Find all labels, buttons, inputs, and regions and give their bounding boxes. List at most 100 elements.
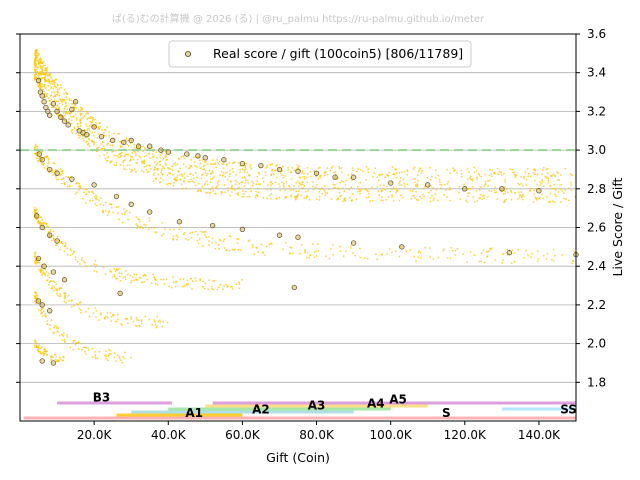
background-point <box>112 211 114 214</box>
background-point <box>299 252 301 255</box>
background-point <box>471 186 474 188</box>
background-point <box>235 173 237 176</box>
background-point <box>194 164 197 167</box>
background-point <box>34 251 36 254</box>
background-point <box>65 91 67 94</box>
background-point <box>62 110 65 112</box>
background-point <box>82 135 84 138</box>
background-point <box>489 168 491 171</box>
real-score-point <box>35 255 42 262</box>
background-point <box>379 184 382 187</box>
background-point <box>50 86 53 88</box>
background-point <box>264 254 266 256</box>
background-point <box>96 357 99 360</box>
background-point <box>275 176 278 179</box>
background-point <box>386 253 389 255</box>
background-point <box>212 163 215 166</box>
background-point <box>415 198 418 201</box>
background-point <box>281 174 283 177</box>
background-point <box>319 188 321 191</box>
background-point <box>185 187 187 190</box>
background-point <box>173 178 176 181</box>
background-point <box>45 271 48 273</box>
background-point <box>277 183 280 185</box>
background-point <box>40 86 43 88</box>
background-point <box>50 239 53 242</box>
real-score-point <box>50 101 57 107</box>
background-point <box>34 59 37 61</box>
background-point <box>112 150 115 153</box>
background-point <box>496 198 499 201</box>
background-point <box>95 123 98 125</box>
background-point <box>212 190 215 192</box>
background-point <box>46 95 48 98</box>
background-point <box>510 262 513 264</box>
background-point <box>211 237 214 240</box>
background-point <box>344 250 347 253</box>
background-point <box>81 348 83 351</box>
background-point <box>143 155 146 158</box>
background-point <box>309 254 312 257</box>
real-score-point <box>39 157 45 163</box>
background-point <box>85 188 88 191</box>
background-point <box>235 183 237 186</box>
background-point <box>557 172 559 175</box>
background-point <box>60 98 62 101</box>
background-point <box>116 354 119 356</box>
background-point <box>486 250 489 253</box>
background-point <box>204 169 207 172</box>
background-point <box>153 319 156 321</box>
background-point <box>58 94 61 97</box>
background-point <box>558 178 561 181</box>
background-point <box>63 292 66 295</box>
background-point <box>411 190 414 193</box>
background-point <box>147 170 150 173</box>
background-point <box>38 222 41 225</box>
background-point <box>140 277 143 279</box>
background-point <box>57 88 59 91</box>
background-point <box>113 314 115 317</box>
background-point <box>495 191 498 194</box>
background-point <box>560 201 562 204</box>
background-point <box>369 200 372 203</box>
background-point <box>149 157 152 160</box>
background-point <box>412 168 415 170</box>
background-point <box>72 341 75 344</box>
background-point <box>269 242 272 245</box>
background-point <box>308 198 311 201</box>
background-point <box>58 87 61 90</box>
background-point <box>55 327 58 329</box>
background-point <box>554 193 556 196</box>
background-point <box>42 310 45 312</box>
background-point <box>154 277 156 280</box>
background-point <box>377 179 380 182</box>
background-point <box>201 285 204 288</box>
background-point <box>316 184 318 186</box>
background-point <box>395 168 398 171</box>
background-point <box>234 179 237 182</box>
background-point <box>454 249 457 252</box>
background-point <box>565 198 567 201</box>
background-point <box>139 220 141 223</box>
background-point <box>359 181 362 184</box>
background-point <box>201 245 204 248</box>
real-score-point <box>54 108 60 115</box>
background-point <box>104 157 107 160</box>
background-point <box>161 152 163 155</box>
background-point <box>63 182 66 185</box>
background-point <box>331 165 334 168</box>
background-point <box>537 258 540 260</box>
background-point <box>468 177 471 179</box>
background-point <box>113 274 116 276</box>
background-point <box>220 193 223 195</box>
background-point <box>192 174 195 176</box>
background-point <box>156 325 158 328</box>
background-point <box>398 255 401 258</box>
background-point <box>37 61 40 64</box>
background-point <box>553 187 556 190</box>
background-point <box>315 172 318 175</box>
background-point <box>384 188 387 191</box>
background-point <box>104 209 107 212</box>
background-point <box>105 355 108 358</box>
background-point <box>55 239 58 242</box>
